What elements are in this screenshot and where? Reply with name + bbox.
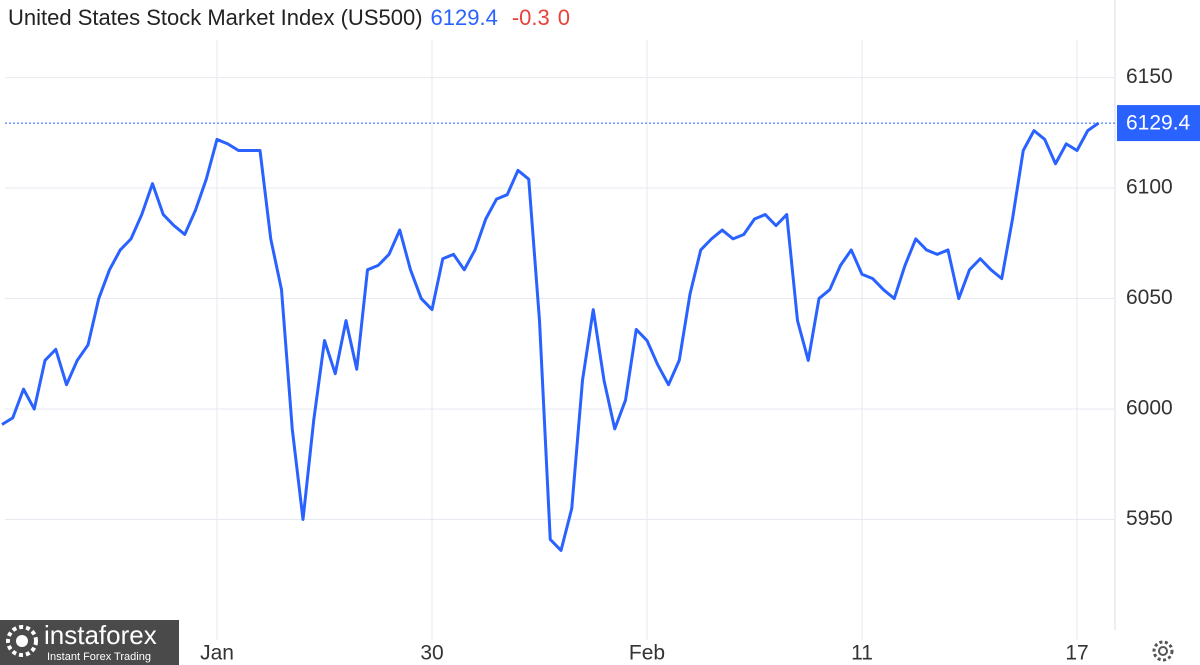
logo-brand: instaforex [44, 620, 157, 650]
gear-outer[interactable] [1152, 640, 1174, 662]
last-price: 6129.4 [431, 5, 498, 30]
last-price-box [1117, 105, 1200, 142]
x-tick-label: 11 [851, 642, 873, 665]
y-tick-label: 6150 [1126, 65, 1173, 88]
price-change-pct: 0 [558, 5, 570, 30]
plot: 6129.4 [1, 105, 1200, 552]
price-line [1, 121, 1100, 552]
y-tick-label: 6100 [1126, 176, 1173, 199]
x-tick-label: Jan [200, 642, 234, 665]
gear-inner[interactable] [1158, 646, 1168, 656]
price-change: -0.3 [512, 5, 550, 30]
logo-icon-core [16, 635, 28, 647]
settings-icon[interactable] [1152, 640, 1174, 662]
y-tick-label: 5950 [1126, 507, 1173, 530]
title-text: United States Stock Market Index (US500) [8, 5, 423, 30]
logo-tagline: Instant Forex Trading [47, 651, 151, 663]
logo-icon [6, 625, 38, 657]
last-price-label: 6129.4 [1126, 112, 1191, 135]
y-tick-label: 6000 [1126, 397, 1173, 420]
x-tick-label: 17 [1065, 642, 1088, 665]
chart-title: United States Stock Market Index (US500)… [8, 5, 570, 30]
watermark: instaforex Instant Forex Trading [0, 620, 179, 665]
y-tick-label: 6050 [1126, 286, 1173, 309]
grid: 5950 6000 6050 6100 6150 Jan 30 Feb 11 17 [5, 40, 1173, 665]
x-tick-label: 30 [420, 642, 443, 665]
x-tick-label: Feb [629, 642, 665, 665]
